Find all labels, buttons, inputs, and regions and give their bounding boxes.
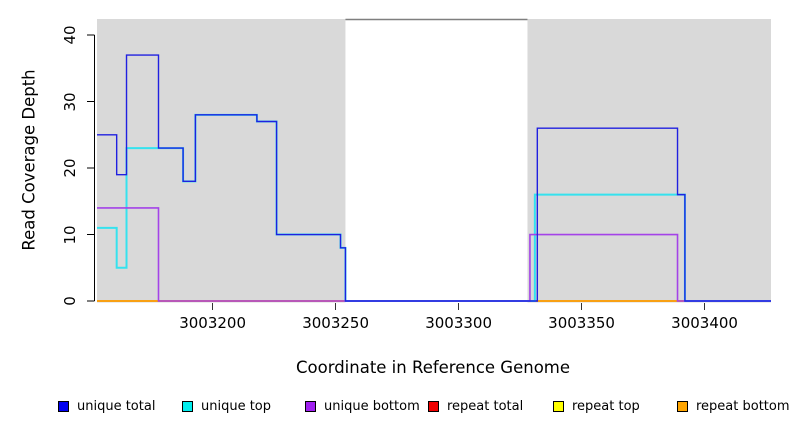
legend-label: unique total: [77, 399, 156, 414]
y-axis-title: Read Coverage Depth: [19, 69, 39, 251]
legend-item-repeat-top: repeat top: [553, 399, 640, 414]
legend-label: unique bottom: [324, 399, 420, 414]
legend-item-unique-total: unique total: [58, 399, 155, 414]
x-axis-title: Coordinate in Reference Genome: [295, 358, 571, 377]
repeat-region-1: [97, 19, 346, 303]
legend-label: unique top: [201, 399, 272, 414]
series-unique-total: [97, 54, 771, 302]
legend-swatch-icon: [182, 401, 193, 412]
x-tick-label: 3003400: [671, 314, 738, 332]
legend-swatch-icon: [305, 401, 316, 412]
y-tick-label: 30: [61, 92, 79, 112]
y-tick-label: 0: [61, 296, 79, 306]
legend-swatch-icon: [58, 401, 69, 412]
legend-item-unique-top: unique top: [182, 399, 271, 414]
legend-swatch-icon: [677, 401, 688, 412]
legend-swatch-icon: [553, 401, 564, 412]
repeat-region-2: [527, 19, 771, 303]
x-tick-label: 3003250: [302, 314, 369, 332]
legend-swatch-icon: [428, 401, 439, 412]
y-tick-label: 10: [61, 224, 79, 245]
legend-item-repeat-bottom: repeat bottom: [677, 399, 790, 414]
x-tick-label: 3003350: [548, 314, 615, 332]
legend-label: repeat bottom: [696, 399, 790, 414]
legend-label: repeat top: [572, 399, 640, 414]
y-tick-label: 20: [61, 158, 79, 178]
legend-item-unique-bottom: unique bottom: [305, 399, 420, 414]
legend-item-repeat-total: repeat total: [428, 399, 523, 414]
x-tick-label: 3003300: [425, 314, 492, 332]
series-unique-bottom: [97, 207, 771, 302]
x-tick-label: 3003200: [179, 314, 247, 332]
y-tick-label: 40: [61, 25, 79, 45]
legend-label: repeat total: [447, 399, 524, 414]
